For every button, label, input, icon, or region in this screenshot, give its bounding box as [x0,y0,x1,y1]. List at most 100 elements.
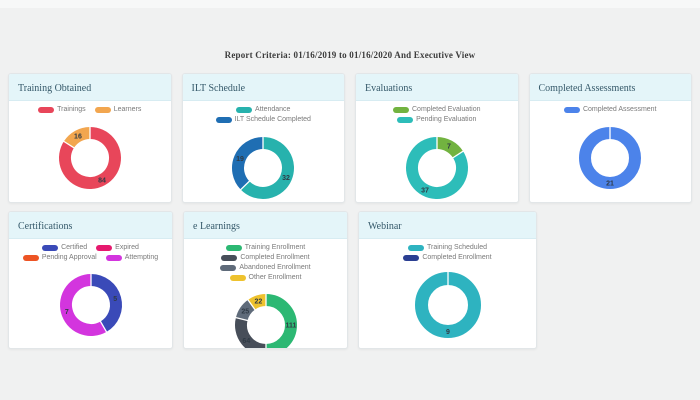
legend-label: Certified [61,244,88,251]
card-title: Webinar [368,221,402,232]
card-header: Evaluations [356,74,518,101]
chart-legend: Attendance ILT Schedule Completed [183,106,345,123]
legend-item-pending-approval[interactable]: Pending Approval [22,254,97,261]
legend-item-attempting[interactable]: Attempting [105,254,159,261]
legend-label: Expired [115,244,139,251]
legend-item-completed-assessment[interactable]: Completed Assessment [563,106,657,113]
chart-legend: Training Enrollment Completed Enrollment A… [184,244,347,281]
donut-chart-completed-assessments[interactable]: 21 [530,114,690,198]
slice-value: 32 [282,175,290,182]
legend-swatch [220,264,237,271]
card-certifications: Certifications Certified Expired Pending A… [8,211,173,349]
slice-value: 9 [446,329,450,336]
card-title: e Learnings [193,221,240,232]
slice-divider [99,320,107,333]
donut-chart-webinar[interactable]: 9 [363,262,533,349]
legend-item-learners[interactable]: Learners [94,106,141,113]
slice-divider [240,180,251,191]
chart-area: Attendance ILT Schedule Completed 32 19 [183,101,345,202]
legend-label: Trainings [57,106,86,113]
legend-item-training-enrollment[interactable]: Training Enrollment [225,244,306,251]
legend-item-pending-evaluation[interactable]: Pending Evaluation [397,116,476,123]
chart-legend: Training Scheduled Completed Enrollment [359,244,536,261]
legend-swatch [42,244,59,251]
slice-value: 7 [447,144,451,151]
slice-value: 21 [606,181,614,188]
legend-swatch [94,106,111,113]
donut-slice-completed-assessment[interactable] [579,127,642,189]
legend-item-abandoned-enrollment[interactable]: Abandoned Enrollment [220,264,311,271]
card-title: Completed Assessments [538,83,636,94]
donut-slice-attendance[interactable] [240,137,295,199]
donut-slice-pending-evaluation[interactable] [405,137,468,199]
legend-swatch [22,254,39,261]
donut-chart-e-learnings[interactable]: 111 64 25 22 [186,282,346,349]
chart-area: Completed Evaluation Pending Evaluation 7… [356,101,518,202]
donut-chart-evaluations[interactable]: 7 37 [357,124,517,203]
legend-label: Completed Enrollment [422,254,492,261]
legend-label: Training Enrollment [244,244,306,251]
legend-label: Completed Enrollment [240,254,310,261]
legend-swatch [215,116,232,123]
legend-item-completed-enrollment[interactable]: Completed Enrollment [403,254,492,261]
legend-swatch [407,244,424,251]
legend-swatch [563,106,580,113]
legend-swatch [225,244,242,251]
legend-item-training-scheduled[interactable]: Training Scheduled [407,244,487,251]
donut-chart-ilt-schedule[interactable]: 32 19 [183,124,343,203]
legend-swatch [236,106,253,113]
charts-row-1: Training Obtained Trainings Learners 84 16… [0,73,700,203]
card-evaluations: Evaluations Completed Evaluation Pending … [355,73,519,203]
card-header: e Learnings [184,212,347,239]
chart-legend: Completed Evaluation Pending Evaluation [356,106,518,123]
card-title: Certifications [18,221,73,232]
charts-row-2: Certifications Certified Expired Pending A… [0,211,700,349]
legend-item-expired[interactable]: Expired [96,244,139,251]
legend-item-other-enrollment[interactable]: Other Enrollment [229,274,301,281]
legend-item-ilt-schedule-completed[interactable]: ILT Schedule Completed [215,116,311,123]
card-webinar: Webinar Training Scheduled Completed Enro… [358,211,537,349]
donut-slice-completed-evaluation[interactable] [436,137,463,159]
legend-item-attendance[interactable]: Attendance [236,106,290,113]
slice-value: 111 [285,323,296,330]
legend-label: Attempting [124,254,159,261]
legend-label: Pending Evaluation [416,116,477,123]
chart-area: Certified Expired Pending Approval Attempti… [9,239,172,348]
donut-slice-training-enrollment[interactable] [265,294,297,349]
card-ilt-schedule: ILT Schedule Attendance ILT Schedule Comp… [181,73,345,203]
donut-slice-ilt-schedule-completed[interactable] [232,137,264,190]
legend-label: Completed Assessment [582,106,657,113]
legend-label: Abandoned Enrollment [239,264,311,271]
top-bar [0,0,700,8]
donut-slice-trainings[interactable] [58,127,121,189]
donut-slice-learners[interactable] [63,127,91,149]
card-title: Training Obtained [18,83,92,94]
donut-slice-attempting[interactable] [59,274,106,336]
legend-item-completed-evaluation[interactable]: Completed Evaluation [393,106,481,113]
slice-divider [234,316,248,322]
donut-chart-training-obtained[interactable]: 84 16 [10,114,170,198]
slice-value: 16 [74,134,82,141]
card-completed-assessments: Completed Assessments Completed Assessme… [528,73,692,203]
legend-swatch [96,244,113,251]
donut-slice-training-scheduled[interactable] [414,272,481,338]
legend-item-certified[interactable]: Certified [42,244,87,251]
legend-swatch [38,106,55,113]
donut-slice-completed-enrollment[interactable] [234,317,266,349]
donut-chart-certifications[interactable]: 57 [11,262,171,349]
donut-slice-certified[interactable] [90,274,122,332]
slice-value: 7 [64,309,68,316]
card-header: ILT Schedule [182,74,344,101]
chart-legend: Completed Assessment [559,106,662,113]
card-header: Completed Assessments [529,74,691,101]
legend-label: Completed Evaluation [412,106,481,113]
card-header: Webinar [359,212,536,239]
legend-item-trainings[interactable]: Trainings [38,106,86,113]
legend-label: Attendance [255,106,291,113]
legend-swatch [105,254,122,261]
chart-area: Trainings Learners 84 16 [9,101,171,202]
card-title: ILT Schedule [191,83,246,94]
legend-item-completed-enrollment[interactable]: Completed Enrollment [221,254,310,261]
legend-swatch [397,116,414,123]
